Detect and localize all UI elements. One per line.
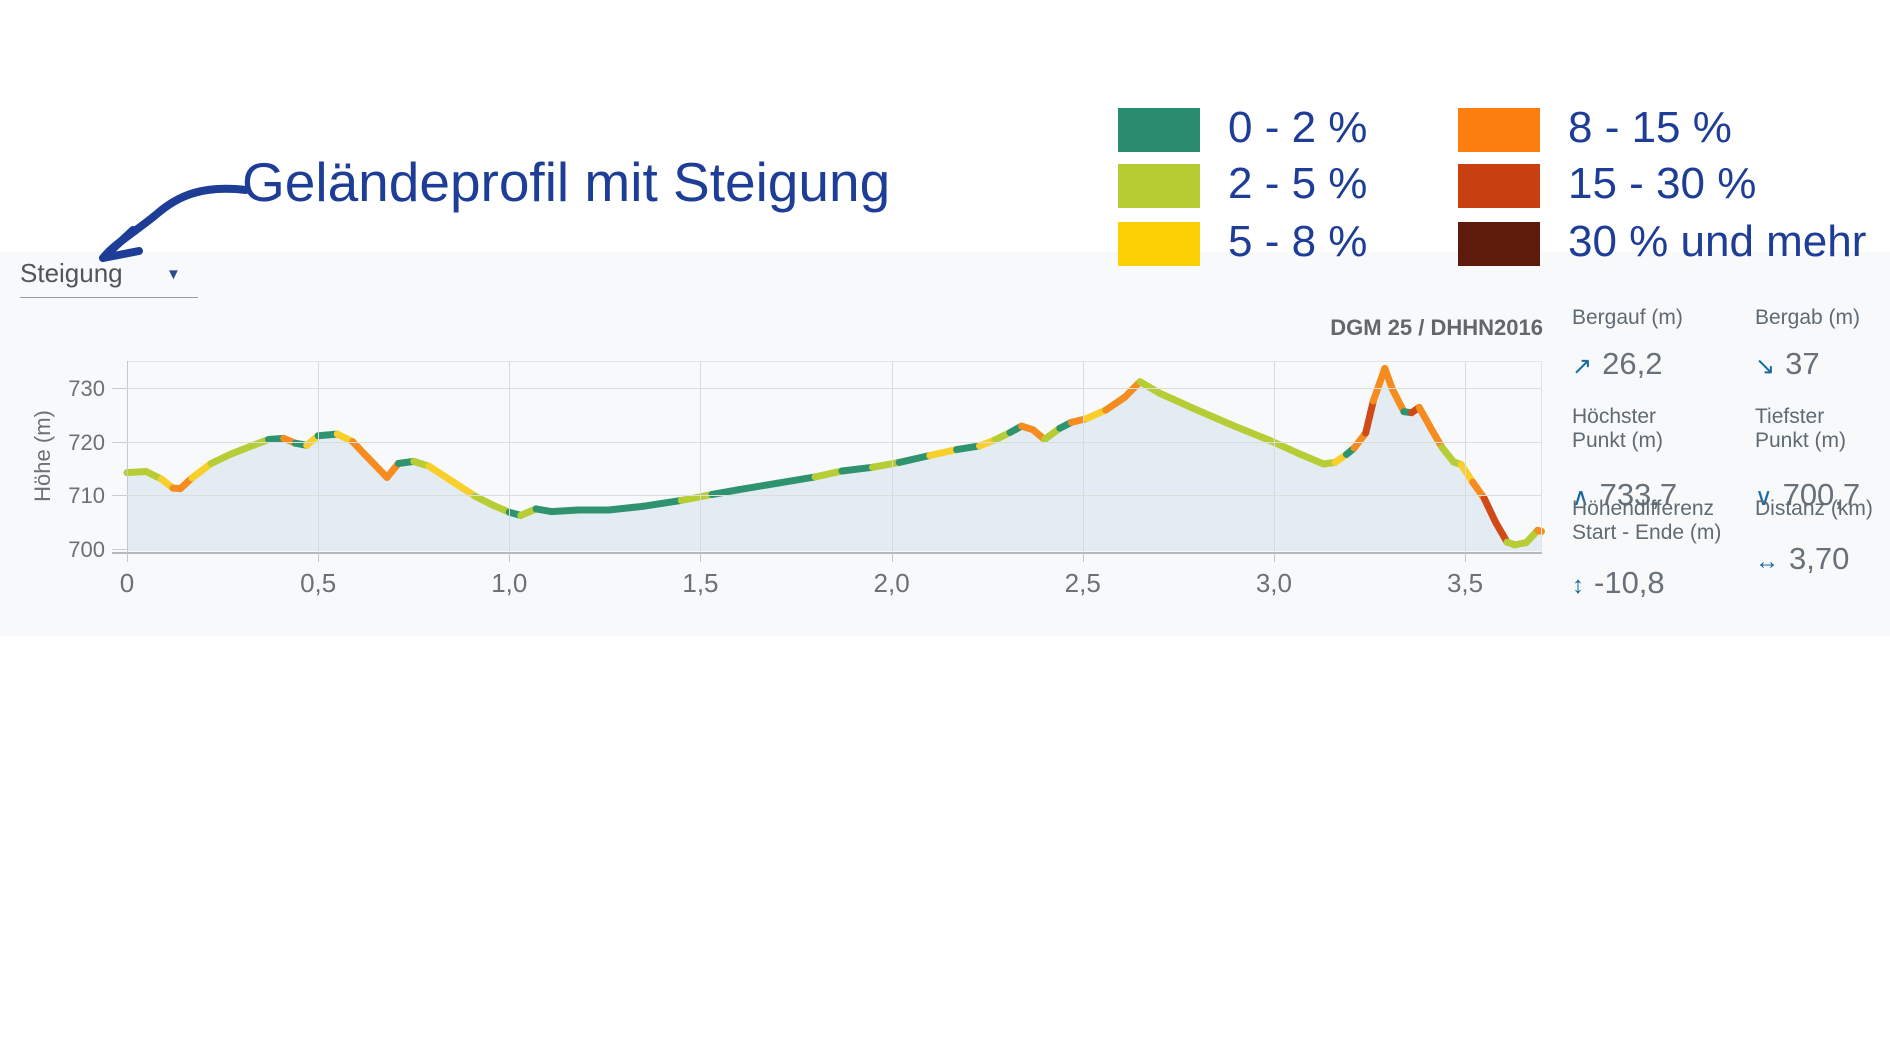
stat-label: Distanz (km) [1755, 497, 1873, 520]
stat-arrow-down-right: Bergab (m) ↘ 37 [1755, 306, 1890, 381]
dropdown-underline [20, 297, 198, 298]
y-axis-tick-label: 720 [68, 429, 105, 455]
stat-value: ↗ 26,2 [1572, 346, 1662, 382]
stat-chevron-down: Tiefster Punkt (m) ∨ 700,7 [1755, 405, 1890, 512]
legend-item-label: 8 - 15 % [1568, 103, 1732, 152]
stat-label: Punkt (m) [1572, 429, 1664, 452]
annotation-arrow [99, 184, 250, 262]
y-tick [112, 442, 127, 443]
legend-swatch [1458, 164, 1540, 208]
x-tick [1083, 553, 1084, 562]
stat-label: Bergauf (m) [1572, 306, 1683, 329]
x-tick [1274, 553, 1275, 562]
stat-value-text: 733,7 [1599, 477, 1678, 512]
stat-label: Punkt (m) [1755, 429, 1847, 452]
slope-dropdown-label[interactable]: Steigung [20, 258, 123, 288]
plot-left-border [127, 361, 128, 552]
x-axis-tick-label: 1,0 [491, 568, 528, 598]
x-axis-tick-label: 1,5 [682, 568, 719, 598]
y-axis-tick-label: 730 [68, 376, 105, 402]
x-axis-tick-label: 3,0 [1255, 568, 1292, 598]
x-gridline [1274, 362, 1275, 552]
stat-value-text: -10,8 [1594, 565, 1665, 600]
arrow-left-right-icon: ↔ [1755, 548, 1779, 575]
legend-swatch [1458, 108, 1540, 152]
x-tick [318, 553, 319, 562]
x-axis-tick-label: 3,5 [1446, 568, 1484, 598]
stat-value-text: 37 [1785, 346, 1820, 381]
x-axis-line [112, 552, 1542, 554]
stat-label: Start - Ende (m) [1572, 521, 1722, 544]
plot-right-border [1541, 361, 1542, 552]
legend-swatch [1458, 222, 1540, 266]
x-axis-tick-label: 2,5 [1064, 568, 1101, 598]
legend-swatch [1118, 164, 1200, 208]
x-gridline [318, 362, 319, 552]
x-tick [127, 553, 128, 562]
stat-label: Bergab (m) [1755, 306, 1861, 329]
chevron-down-icon[interactable]: ▼ [166, 266, 181, 283]
arrow-up-down-icon: ↕ [1572, 572, 1584, 599]
y-gridline [127, 495, 1541, 496]
slope-dropdown[interactable]: Steigung ▼ [20, 258, 198, 300]
y-tick [112, 388, 127, 389]
y-tick [112, 549, 127, 550]
legend-item-label: 5 - 8 % [1228, 217, 1368, 266]
legend-item-label: 0 - 2 % [1228, 103, 1368, 152]
stat-value-text: 26,2 [1602, 346, 1663, 381]
legend-swatch [1118, 108, 1200, 152]
x-tick [892, 553, 893, 562]
stat-arrow-up-down: Höhendifferenz Start - Ende (m) ↕ -10,8 [1572, 497, 1752, 600]
arrow-down-right-icon: ↘ [1755, 353, 1776, 380]
y-gridline [127, 388, 1541, 389]
x-gridline [509, 362, 510, 552]
x-gridline [1083, 362, 1084, 552]
plot-top-border [127, 361, 1541, 362]
legend-swatch [1118, 222, 1200, 266]
x-tick [700, 553, 701, 562]
stat-value: ∧ 733,7 [1572, 477, 1677, 513]
chevron-down-icon: ∨ [1755, 484, 1773, 511]
stat-value: ↕ -10,8 [1572, 565, 1665, 601]
y-gridline [127, 442, 1541, 443]
stat-value: ∨ 700,7 [1755, 477, 1860, 513]
legend-item-label: 15 - 30 % [1568, 159, 1757, 208]
annotation-title: Geländeprofil mit Steigung [242, 151, 891, 213]
x-axis-tick-label: 0 [119, 568, 135, 598]
stat-value-text: 3,70 [1789, 541, 1850, 576]
stat-value: ↔ 3,70 [1755, 541, 1849, 577]
chevron-up-icon: ∧ [1572, 484, 1590, 511]
y-axis-tick-label: 700 [68, 536, 105, 562]
legend-item-label: 2 - 5 % [1228, 159, 1368, 208]
stat-label: Tiefster [1755, 405, 1825, 428]
x-axis-tick-label: 2,0 [873, 568, 910, 598]
stat-value-text: 700,7 [1782, 477, 1861, 512]
x-gridline [700, 362, 701, 552]
stat-label: Höchster [1572, 405, 1657, 428]
y-axis-tick-label: 710 [68, 483, 105, 509]
x-tick [1465, 553, 1466, 562]
arrow-up-right-icon: ↗ [1572, 353, 1593, 380]
legend-item-label: 30 % und mehr [1568, 217, 1867, 266]
x-gridline [1465, 362, 1466, 552]
y-tick [112, 495, 127, 496]
stat-value: ↘ 37 [1755, 346, 1820, 382]
x-tick [509, 553, 510, 562]
x-gridline [892, 362, 893, 552]
stat-chevron-up: Höchster Punkt (m) ∧ 733,7 [1572, 405, 1752, 512]
stat-arrow-left-right: Distanz (km) ↔ 3,70 [1755, 497, 1890, 576]
stat-arrow-up-right: Bergauf (m) ↗ 26,2 [1572, 306, 1752, 381]
x-axis-tick-label: 0,5 [300, 568, 337, 598]
data-source-label: DGM 25 / DHHN2016 [1330, 315, 1543, 340]
stat-label: Höhendifferenz [1572, 497, 1715, 520]
